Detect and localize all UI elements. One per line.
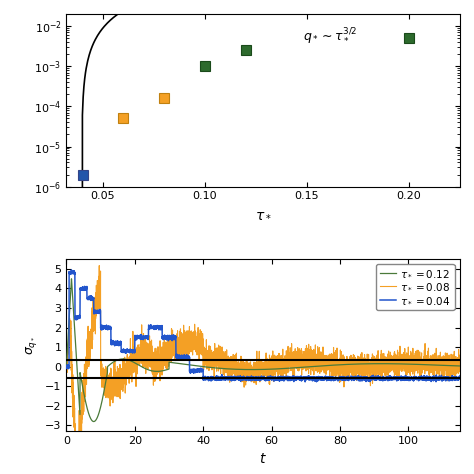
$\tau_* = 0.04$ — [214, 377, 219, 383]
$\tau_* = 0.04$ — [302, 379, 308, 385]
$\tau_* = 0.08$ — [319, 363, 325, 369]
$\tau_* = 0.04$ — [387, 377, 393, 383]
$\tau_* = 0.04$ — [69, 267, 74, 273]
$\tau_* = 0.12$ — [135, 362, 141, 367]
$\tau_* = 0.12$ — [357, 361, 363, 367]
$\tau_* = 0.08$ — [387, 362, 393, 367]
$\tau_* = 0.08$ — [357, 359, 363, 365]
Line: $\tau_* = 0.04$: $\tau_* = 0.04$ — [66, 270, 460, 382]
$\tau_* = 0.04$ — [319, 377, 325, 383]
$\tau_* = 0.08$ — [64, 365, 69, 370]
X-axis label: $\tau_*$: $\tau_*$ — [255, 207, 272, 221]
$\tau_* = 0.08$ — [135, 353, 141, 358]
$\tau_* = 0.04$ — [357, 376, 363, 382]
Text: $q_* \sim \tau_*^{3/2}$: $q_* \sim \tau_*^{3/2}$ — [303, 26, 357, 46]
$\tau_* = 0.04$ — [64, 364, 69, 369]
Legend: $\tau_* = 0.12$, $\tau_* = 0.08$, $\tau_* = 0.04$: $\tau_* = 0.12$, $\tau_* = 0.08$, $\tau_… — [376, 264, 455, 310]
$\tau_* = 0.12$ — [91, 419, 97, 424]
Line: $\tau_* = 0.12$: $\tau_* = 0.12$ — [66, 279, 460, 421]
$\tau_* = 0.12$ — [457, 363, 463, 369]
$\tau_* = 0.12$ — [300, 365, 305, 370]
$\tau_* = 0.08$ — [300, 358, 305, 364]
$\tau_* = 0.08$ — [96, 263, 102, 268]
$\tau_* = 0.04$ — [457, 375, 463, 381]
$\tau_* = 0.12$ — [387, 361, 393, 366]
$\tau_* = 0.12$ — [64, 364, 69, 370]
$\tau_* = 0.04$ — [135, 335, 141, 341]
$\tau_* = 0.12$ — [69, 276, 74, 282]
Y-axis label: $\sigma_{q_*}$: $\sigma_{q_*}$ — [25, 336, 39, 355]
Line: $\tau_* = 0.08$: $\tau_* = 0.08$ — [66, 265, 460, 474]
$\tau_* = 0.12$ — [214, 365, 219, 371]
X-axis label: $t$: $t$ — [259, 452, 267, 466]
$\tau_* = 0.08$ — [214, 350, 219, 356]
$\tau_* = 0.08$ — [457, 365, 463, 371]
$\tau_* = 0.12$ — [319, 363, 325, 369]
$\tau_* = 0.04$ — [300, 374, 305, 380]
